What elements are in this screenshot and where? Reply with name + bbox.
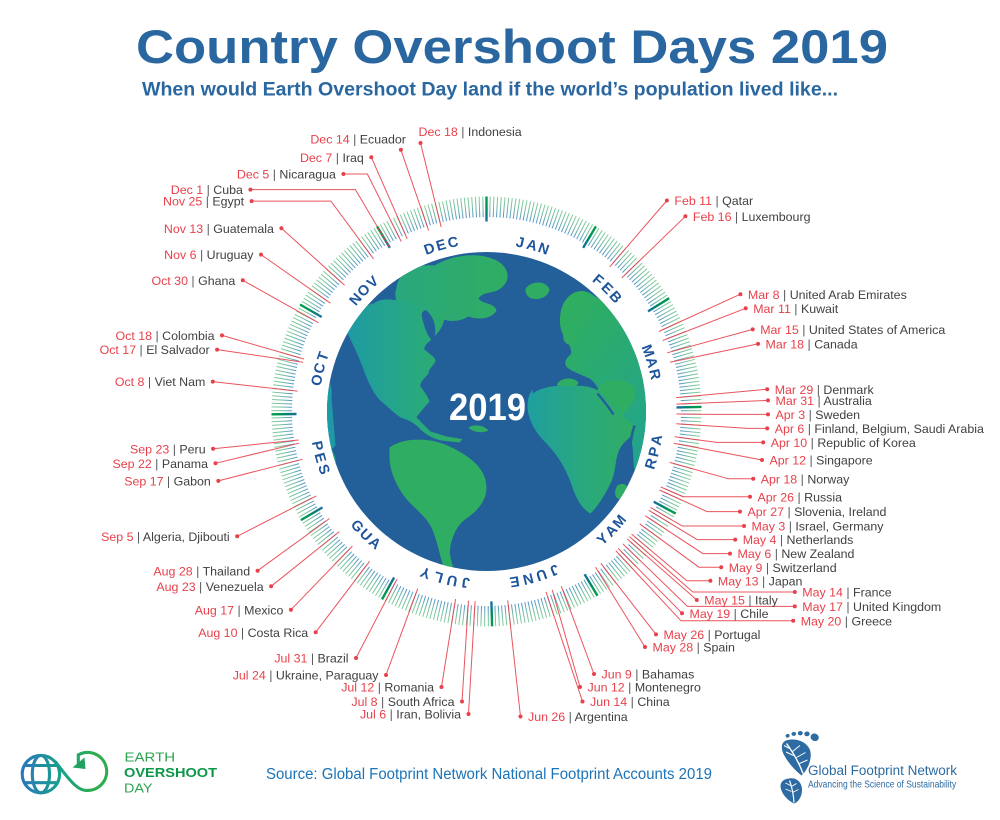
- svg-text:DAY: DAY: [124, 781, 153, 796]
- svg-text:U: U: [534, 565, 549, 584]
- svg-text:May 4 | Netherlands: May 4 | Netherlands: [743, 533, 854, 547]
- svg-text:May 9 | Switzerland: May 9 | Switzerland: [729, 561, 837, 575]
- svg-text:Apr 10 | Republic of Korea: Apr 10 | Republic of Korea: [771, 436, 916, 450]
- svg-text:J: J: [461, 573, 471, 590]
- svg-text:Sep 23 | Peru: Sep 23 | Peru: [130, 442, 206, 456]
- svg-text:U: U: [446, 571, 459, 589]
- svg-text:OVERSHOOT: OVERSHOOT: [124, 765, 217, 780]
- svg-text:Dec 7 | Iraq: Dec 7 | Iraq: [300, 151, 364, 165]
- svg-text:Oct 17 | El Salvador: Oct 17 | El Salvador: [100, 343, 210, 357]
- svg-text:D: D: [422, 240, 437, 259]
- svg-text:May 20 | Greece: May 20 | Greece: [801, 614, 892, 628]
- svg-text:Mar 31 | Australia: Mar 31 | Australia: [776, 394, 872, 408]
- svg-text:Jul 8 | South Africa: Jul 8 | South Africa: [351, 695, 454, 709]
- svg-text:A: A: [525, 237, 540, 255]
- svg-text:O: O: [309, 373, 327, 387]
- svg-text:Jul 6 | Iran, Bolivia: Jul 6 | Iran, Bolivia: [360, 708, 461, 722]
- svg-text:Advancing the Science of Susta: Advancing the Science of Sustainability: [808, 779, 956, 790]
- svg-text:Feb 11 | Qatar: Feb 11 | Qatar: [674, 194, 753, 208]
- svg-text:M: M: [638, 343, 657, 360]
- svg-text:Mar 8 | United Arab Emirates: Mar 8 | United Arab Emirates: [748, 288, 907, 302]
- svg-text:R: R: [645, 368, 663, 382]
- svg-text:May 14 | France: May 14 | France: [802, 586, 891, 600]
- svg-text:May 26 | Portugal: May 26 | Portugal: [664, 628, 761, 642]
- svg-text:Aug 23 | Venezuela: Aug 23 | Venezuela: [156, 580, 263, 594]
- svg-text:E: E: [311, 451, 329, 465]
- svg-text:C: C: [311, 361, 329, 376]
- svg-text:E: E: [508, 572, 520, 589]
- svg-text:Dec 14 | Ecuador: Dec 14 | Ecuador: [310, 132, 406, 146]
- svg-text:Jul 24 | Ukraine, Paraguay: Jul 24 | Ukraine, Paraguay: [233, 669, 380, 683]
- svg-text:Feb 16 | Luxembourg: Feb 16 | Luxembourg: [693, 210, 811, 224]
- svg-text:May 17 | United Kingdom: May 17 | United Kingdom: [802, 600, 941, 614]
- svg-text:Jul 12 | Romania: Jul 12 | Romania: [341, 681, 434, 695]
- svg-text:Mar 18 | Canada: Mar 18 | Canada: [766, 338, 858, 352]
- svg-text:Sep 5 | Algeria, Djibouti: Sep 5 | Algeria, Djibouti: [101, 530, 230, 544]
- svg-text:Jun 9 | Bahamas: Jun 9 | Bahamas: [602, 668, 695, 682]
- svg-text:Oct 30 | Ghana: Oct 30 | Ghana: [151, 274, 235, 288]
- svg-text:Country Overshoot Days 2019: Country Overshoot Days 2019: [136, 20, 888, 73]
- svg-text:May 13 | Japan: May 13 | Japan: [718, 574, 803, 588]
- svg-text:A: A: [642, 355, 660, 370]
- svg-text:Nov 25 | Egypt: Nov 25 | Egypt: [163, 195, 245, 209]
- svg-text:Apr 6 | Finland, Belgium, Saud: Apr 6 | Finland, Belgium, Saudi Arabia: [775, 422, 984, 436]
- svg-text:C: C: [446, 234, 460, 252]
- svg-text:Apr 26 | Russia: Apr 26 | Russia: [758, 490, 843, 504]
- svg-text:Sep 22 | Panama: Sep 22 | Panama: [112, 457, 208, 471]
- svg-text:Mar 15 | United States of Amer: Mar 15 | United States of America: [760, 323, 945, 337]
- svg-text:Jun 12 | Montenegro: Jun 12 | Montenegro: [588, 681, 702, 695]
- svg-text:2019: 2019: [449, 387, 526, 429]
- svg-text:P: P: [308, 440, 326, 453]
- svg-text:Nov 6 | Uruguay: Nov 6 | Uruguay: [164, 248, 254, 262]
- svg-text:Aug 10 | Costa Rica: Aug 10 | Costa Rica: [198, 626, 308, 640]
- svg-text:A: A: [649, 433, 667, 446]
- svg-text:P: P: [646, 445, 664, 458]
- svg-text:Dec 18 | Indonesia: Dec 18 | Indonesia: [419, 125, 522, 139]
- svg-text:N: N: [536, 240, 551, 259]
- svg-text:Dec 1 | Cuba: Dec 1 | Cuba: [171, 183, 243, 197]
- svg-text:When would Earth Overshoot Day: When would Earth Overshoot Day land if t…: [142, 79, 838, 101]
- svg-text:Oct 18 | Colombia: Oct 18 | Colombia: [116, 329, 215, 343]
- svg-text:Nov 13 | Guatemala: Nov 13 | Guatemala: [164, 222, 274, 236]
- svg-text:EARTH: EARTH: [125, 750, 176, 765]
- svg-text:Mar 29 | Denmark: Mar 29 | Denmark: [775, 383, 875, 397]
- svg-text:E: E: [434, 237, 448, 255]
- svg-text:Dec 5 | Nicaragua: Dec 5 | Nicaragua: [237, 168, 336, 182]
- svg-text:May 6 | New Zealand: May 6 | New Zealand: [738, 547, 855, 561]
- svg-text:May 28 | Spain: May 28 | Spain: [653, 641, 736, 655]
- svg-text:Global Footprint Network: Global Footprint Network: [808, 763, 958, 779]
- svg-text:May 19 | Chile: May 19 | Chile: [690, 607, 769, 621]
- svg-text:May 3 | Israel, Germany: May 3 | Israel, Germany: [752, 520, 885, 534]
- svg-text:Jul 31 | Brazil: Jul 31 | Brazil: [274, 652, 348, 666]
- svg-text:Aug 28 | Thailand: Aug 28 | Thailand: [153, 564, 250, 578]
- svg-text:Jun 26 | Argentina: Jun 26 | Argentina: [528, 710, 628, 724]
- svg-text:Jun 14 | China: Jun 14 | China: [590, 695, 670, 709]
- svg-text:Mar 11 | Kuwait: Mar 11 | Kuwait: [753, 302, 839, 316]
- svg-text:Apr 18 | Norway: Apr 18 | Norway: [761, 472, 850, 486]
- svg-text:Oct 8 | Viet Nam: Oct 8 | Viet Nam: [115, 375, 205, 389]
- svg-text:N: N: [521, 569, 535, 587]
- svg-text:J: J: [514, 234, 525, 251]
- svg-text:Apr 12 | Singapore: Apr 12 | Singapore: [770, 454, 873, 468]
- svg-text:Apr 3 | Sweden: Apr 3 | Sweden: [776, 408, 861, 422]
- svg-text:Aug 17 | Mexico: Aug 17 | Mexico: [195, 603, 284, 617]
- svg-text:May 15 | Italy: May 15 | Italy: [704, 594, 778, 608]
- svg-text:Apr 27 | Slovenia, Ireland: Apr 27 | Slovenia, Ireland: [748, 505, 887, 519]
- svg-text:Sep 17 | Gabon: Sep 17 | Gabon: [124, 475, 211, 489]
- svg-text:Source: Global Footprint Netwo: Source: Global Footprint Network Nationa…: [266, 766, 712, 783]
